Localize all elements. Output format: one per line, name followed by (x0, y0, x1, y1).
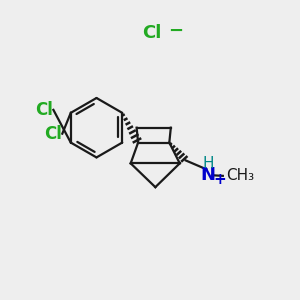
Text: +: + (214, 172, 226, 187)
Text: H: H (202, 156, 214, 171)
Text: Cl: Cl (35, 101, 53, 119)
Text: Cl: Cl (142, 24, 161, 42)
Text: N: N (200, 166, 215, 184)
Text: −: − (168, 22, 183, 40)
Text: CH₃: CH₃ (226, 168, 254, 183)
Text: Cl: Cl (44, 125, 62, 143)
